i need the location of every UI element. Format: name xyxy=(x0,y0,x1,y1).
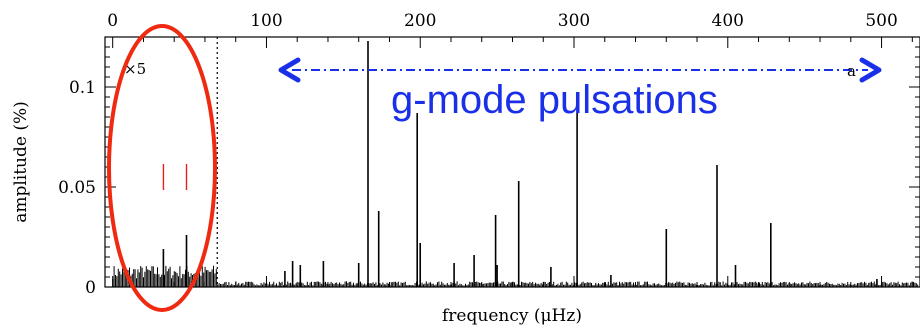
plot-axes xyxy=(104,36,920,288)
x-tick-label: 400 xyxy=(712,11,744,31)
y-tick-label: 0 xyxy=(85,278,96,298)
tick-labels: 0 100 200 300 400 500 0 0.05 0.1 frequency (μHz) a… xyxy=(11,11,898,326)
x-tick-label: 0 xyxy=(107,11,118,31)
spectrum-trace xyxy=(112,41,919,287)
y-tick-label: 0.1 xyxy=(69,78,96,98)
arrow-end-label: a xyxy=(847,62,856,80)
x-tick-label: 200 xyxy=(404,11,436,31)
y-axis-title: amplitude (%) xyxy=(11,101,31,223)
x-tick-label: 500 xyxy=(865,11,897,31)
arrowhead-right xyxy=(859,57,882,83)
y-tick-label: 0.05 xyxy=(58,178,96,198)
noise-floor xyxy=(112,265,919,287)
annotations: ×5 a g-mode pulsations xyxy=(107,24,882,312)
axis-ticks xyxy=(105,37,920,288)
magnification-label: ×5 xyxy=(124,60,146,78)
arrowhead-left xyxy=(278,57,301,83)
x-axis-title: frequency (μHz) xyxy=(442,306,582,326)
x-tick-label: 100 xyxy=(250,11,282,31)
highlight-ellipse xyxy=(107,24,217,312)
plot-frame xyxy=(104,36,920,288)
g-mode-label: g-mode pulsations xyxy=(391,78,718,122)
x-tick-label: 300 xyxy=(558,11,590,31)
